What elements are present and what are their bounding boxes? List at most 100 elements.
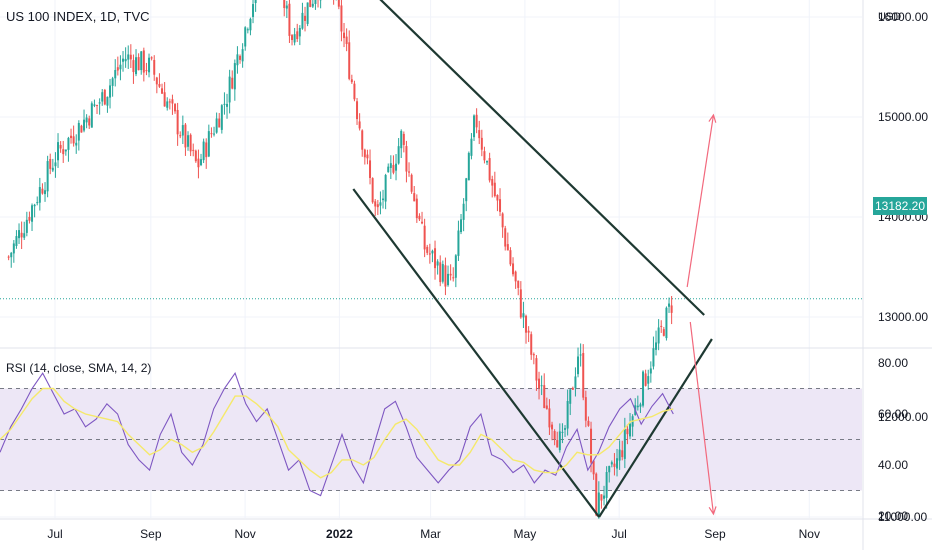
candle-body xyxy=(636,405,639,408)
candle-body xyxy=(18,230,21,239)
candle-body xyxy=(304,15,307,21)
candle-body xyxy=(309,0,312,7)
candle-body xyxy=(36,202,39,204)
candle-body xyxy=(512,263,515,275)
candle-body xyxy=(543,385,546,409)
projection-arrow-3 xyxy=(686,114,715,288)
candle-body xyxy=(649,368,652,374)
candle-body xyxy=(522,313,525,318)
candle-body xyxy=(218,118,221,128)
candle-body xyxy=(410,174,413,192)
candle-body xyxy=(436,261,439,266)
candle-body xyxy=(668,303,671,307)
axes: 11000.0012000.0013000.0014000.0015000.00… xyxy=(47,10,928,541)
rsi-lines xyxy=(0,372,674,497)
candle-body xyxy=(343,32,346,39)
candle-body xyxy=(192,149,195,151)
candle-body xyxy=(140,51,143,71)
candle-body xyxy=(239,55,242,60)
candle-body xyxy=(174,104,177,112)
candle-body xyxy=(629,423,632,437)
candle-body xyxy=(75,142,78,146)
candle-body xyxy=(447,273,450,286)
candle-body xyxy=(163,92,166,107)
candle-body xyxy=(25,219,28,233)
candle-body xyxy=(379,202,382,206)
candle-body xyxy=(384,175,387,202)
time-tick-label: Jul xyxy=(611,527,626,541)
price-tick-label: 13000.00 xyxy=(878,310,928,324)
candle-body xyxy=(150,57,153,59)
candle-body xyxy=(103,89,106,105)
candle-body xyxy=(236,54,239,66)
candle-body xyxy=(462,203,465,220)
candle-body xyxy=(148,57,151,73)
candle-body xyxy=(223,103,226,105)
candle-body xyxy=(582,353,585,398)
candle-body xyxy=(77,122,80,141)
candle-body xyxy=(564,428,567,430)
candle-body xyxy=(57,142,60,161)
candle-body xyxy=(392,164,395,173)
candle-body xyxy=(587,420,590,426)
candle-body xyxy=(509,250,512,265)
candle-body xyxy=(657,327,660,344)
rsi-tick-label: 60.00 xyxy=(878,407,908,421)
candle-body xyxy=(142,50,145,73)
candle-body xyxy=(181,125,184,136)
candle-body xyxy=(348,42,351,79)
candle-body xyxy=(340,5,343,32)
candle-body xyxy=(626,428,629,435)
candle-body xyxy=(665,307,668,339)
trendline-1 xyxy=(352,188,600,518)
candle-body xyxy=(145,70,148,72)
candle-body xyxy=(200,159,203,166)
candle-body xyxy=(249,18,252,31)
candle-body xyxy=(579,354,582,356)
candle-body xyxy=(662,329,665,336)
candle-body xyxy=(12,243,15,254)
candle-body xyxy=(288,3,291,36)
candle-body xyxy=(460,219,463,233)
candle-body xyxy=(493,182,496,197)
candle-body xyxy=(467,152,470,181)
candle-body xyxy=(301,12,304,29)
candle-body xyxy=(311,3,314,7)
candle-body xyxy=(244,27,247,47)
candle-body xyxy=(621,450,624,458)
candle-body xyxy=(114,70,117,79)
price-tick-label: 15000.00 xyxy=(878,110,928,124)
candle-body xyxy=(129,54,132,60)
candle-body xyxy=(233,63,236,90)
candle-body xyxy=(254,0,257,4)
candle-body xyxy=(213,133,216,135)
candle-body xyxy=(556,440,559,448)
candle-body xyxy=(480,137,483,150)
candle-body xyxy=(135,57,138,75)
candle-body xyxy=(527,330,530,333)
candle-body xyxy=(363,149,366,158)
candle-body xyxy=(215,118,218,133)
candle-body xyxy=(306,2,309,24)
candle-body xyxy=(519,289,522,318)
time-tick-label: Mar xyxy=(420,527,441,541)
candle-body xyxy=(20,232,23,238)
candle-body xyxy=(517,280,520,288)
candle-body xyxy=(558,431,561,451)
candle-body xyxy=(241,49,244,62)
arrow-head-4 xyxy=(708,506,717,516)
candle-body xyxy=(88,118,91,126)
candle-body xyxy=(59,144,62,149)
candle-body xyxy=(116,67,119,71)
candle-body xyxy=(501,213,504,228)
candle-body xyxy=(486,160,489,163)
candle-body xyxy=(600,494,603,501)
candle-body xyxy=(202,141,205,161)
candle-body xyxy=(652,348,655,367)
candle-body xyxy=(376,204,379,208)
candle-body xyxy=(590,428,593,463)
candle-body xyxy=(158,84,161,87)
candle-body xyxy=(283,0,286,9)
candle-body xyxy=(111,78,114,86)
